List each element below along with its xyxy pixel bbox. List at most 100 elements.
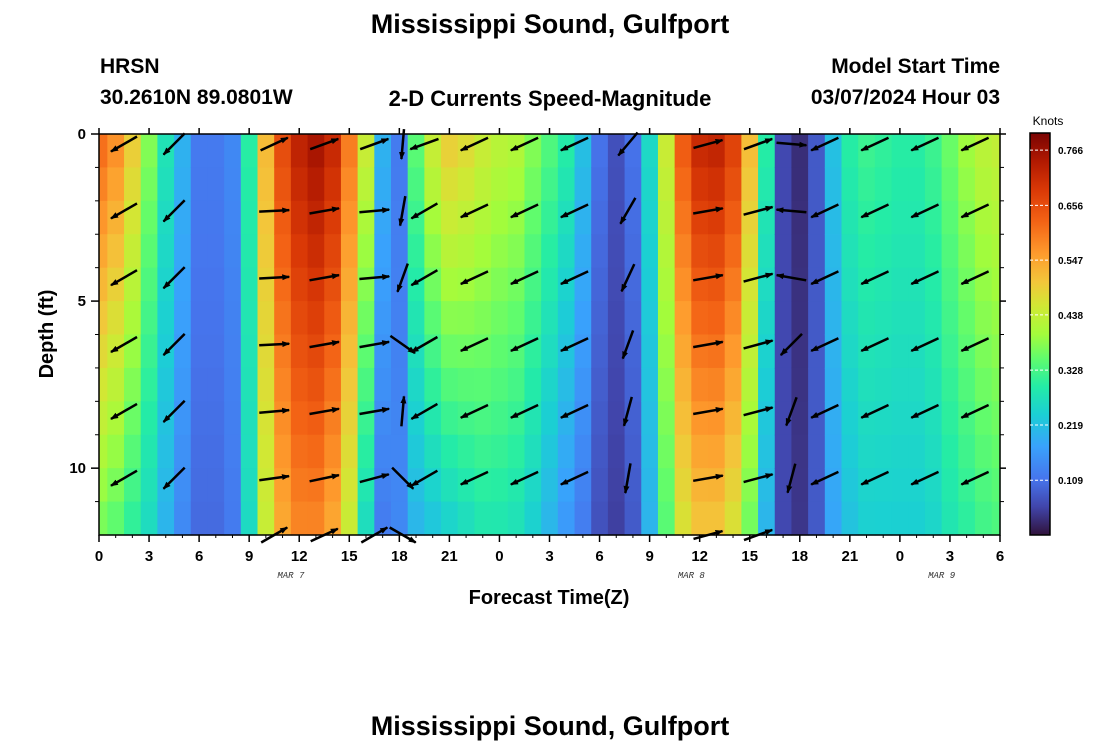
heatmap-cell [357, 468, 375, 503]
heatmap-cell [858, 234, 876, 269]
current-vector [459, 403, 489, 419]
heatmap-cell [240, 267, 259, 302]
heatmap-cell [240, 401, 259, 436]
current-vector [621, 329, 635, 360]
heatmap-cell [991, 501, 1001, 536]
heatmap-cell [941, 367, 959, 402]
heatmap-cell [257, 301, 275, 336]
heatmap-cell [691, 234, 709, 269]
heatmap-cell [507, 234, 526, 269]
heatmap-cell [541, 134, 559, 169]
heatmap-cell [174, 367, 192, 402]
current-vector [622, 396, 634, 427]
current-vector [743, 205, 774, 216]
heatmap-cell [991, 134, 1001, 169]
heatmap-cell [524, 434, 542, 469]
heatmap-cell [941, 167, 959, 202]
heatmap-cell [891, 334, 909, 369]
heatmap-cell [274, 468, 292, 503]
current-vector [692, 473, 724, 483]
current-vector [860, 470, 890, 486]
heatmap-cell [107, 134, 125, 169]
heatmap-cell [908, 334, 926, 369]
heatmap-cell [174, 267, 192, 302]
y-tick-label: 5 [78, 293, 86, 310]
heatmap-cell [99, 167, 108, 202]
heatmap-cell [591, 468, 609, 503]
heatmap-cell [808, 301, 826, 336]
heatmap-cell [808, 434, 826, 469]
heatmap-cell [574, 301, 592, 336]
heatmap-cell [340, 267, 359, 302]
heatmap-cell [758, 468, 776, 503]
heatmap-cell [207, 267, 225, 302]
heatmap-cell [557, 167, 576, 202]
current-vector [459, 337, 489, 353]
heatmap-cell [357, 134, 375, 169]
heatmap-cell [457, 334, 476, 369]
heatmap-cell [390, 468, 409, 503]
heatmap-cell [190, 401, 209, 436]
heatmap-cell [174, 334, 192, 369]
y-axis-label: Depth (ft) [36, 290, 58, 379]
heatmap-cell [774, 301, 793, 336]
heatmap-cell [491, 301, 509, 336]
heatmap-cell [224, 134, 242, 169]
heatmap-cell [791, 234, 809, 269]
heatmap-cell [340, 401, 359, 436]
heatmap-cell [624, 434, 642, 469]
heatmap-cell [224, 167, 242, 202]
heatmap-cell [607, 468, 626, 503]
heatmap-cell [257, 501, 275, 536]
current-vector [162, 132, 186, 156]
colorbar: Knots 0.766 0.656 0.547 0.438 0.328 0.219 0.10… [1029, 114, 1083, 536]
heatmap-cell [758, 367, 776, 402]
heatmap-cell [107, 267, 125, 302]
heatmap-cell [691, 468, 709, 503]
colorbar-tick-label: 0.547 [1058, 256, 1083, 267]
current-vector [910, 203, 940, 219]
heatmap-cell [257, 167, 275, 202]
heatmap-cell [457, 200, 476, 235]
heatmap-cell [624, 167, 642, 202]
heatmap-cell [224, 434, 242, 469]
current-vector [396, 263, 409, 293]
heatmap-cell [424, 501, 442, 536]
heatmap-cell [240, 367, 259, 402]
heatmap-cell [491, 501, 509, 536]
heatmap-cell [357, 200, 375, 235]
heatmap-cell [491, 401, 509, 436]
heatmap-cell [691, 401, 709, 436]
heatmap-cell [641, 167, 659, 202]
heatmap-cell [624, 334, 642, 369]
heatmap-cell [808, 234, 826, 269]
heatmap-cell [340, 468, 359, 503]
heatmap-cell [240, 334, 259, 369]
heatmap-cell [107, 334, 125, 369]
heatmap-cell [841, 234, 859, 269]
heatmap-cell [274, 234, 292, 269]
heatmap-cell [841, 267, 859, 302]
heatmap-cell [424, 301, 442, 336]
heatmap-cell [724, 367, 742, 402]
current-vector [810, 403, 839, 419]
heatmap-cell [674, 401, 692, 436]
current-vector [259, 474, 290, 482]
heatmap-cell [574, 234, 592, 269]
heatmap-cell [140, 468, 158, 503]
heatmap-cell [424, 234, 442, 269]
heatmap-cell [708, 434, 726, 469]
heatmap-cell [441, 334, 459, 369]
current-vector [110, 269, 138, 287]
heatmap-cell [224, 501, 242, 536]
x-tick-label: 15 [741, 548, 758, 565]
x-tick-label: 0 [95, 548, 103, 565]
current-vector [775, 207, 807, 214]
heatmap-cell [340, 301, 359, 336]
heatmap-cell [908, 200, 926, 235]
heatmap-cell [491, 367, 509, 402]
heatmap-cell [874, 501, 893, 536]
heatmap-cell [891, 200, 909, 235]
colorbar-label: Knots [1033, 114, 1064, 128]
current-vector [559, 337, 589, 353]
